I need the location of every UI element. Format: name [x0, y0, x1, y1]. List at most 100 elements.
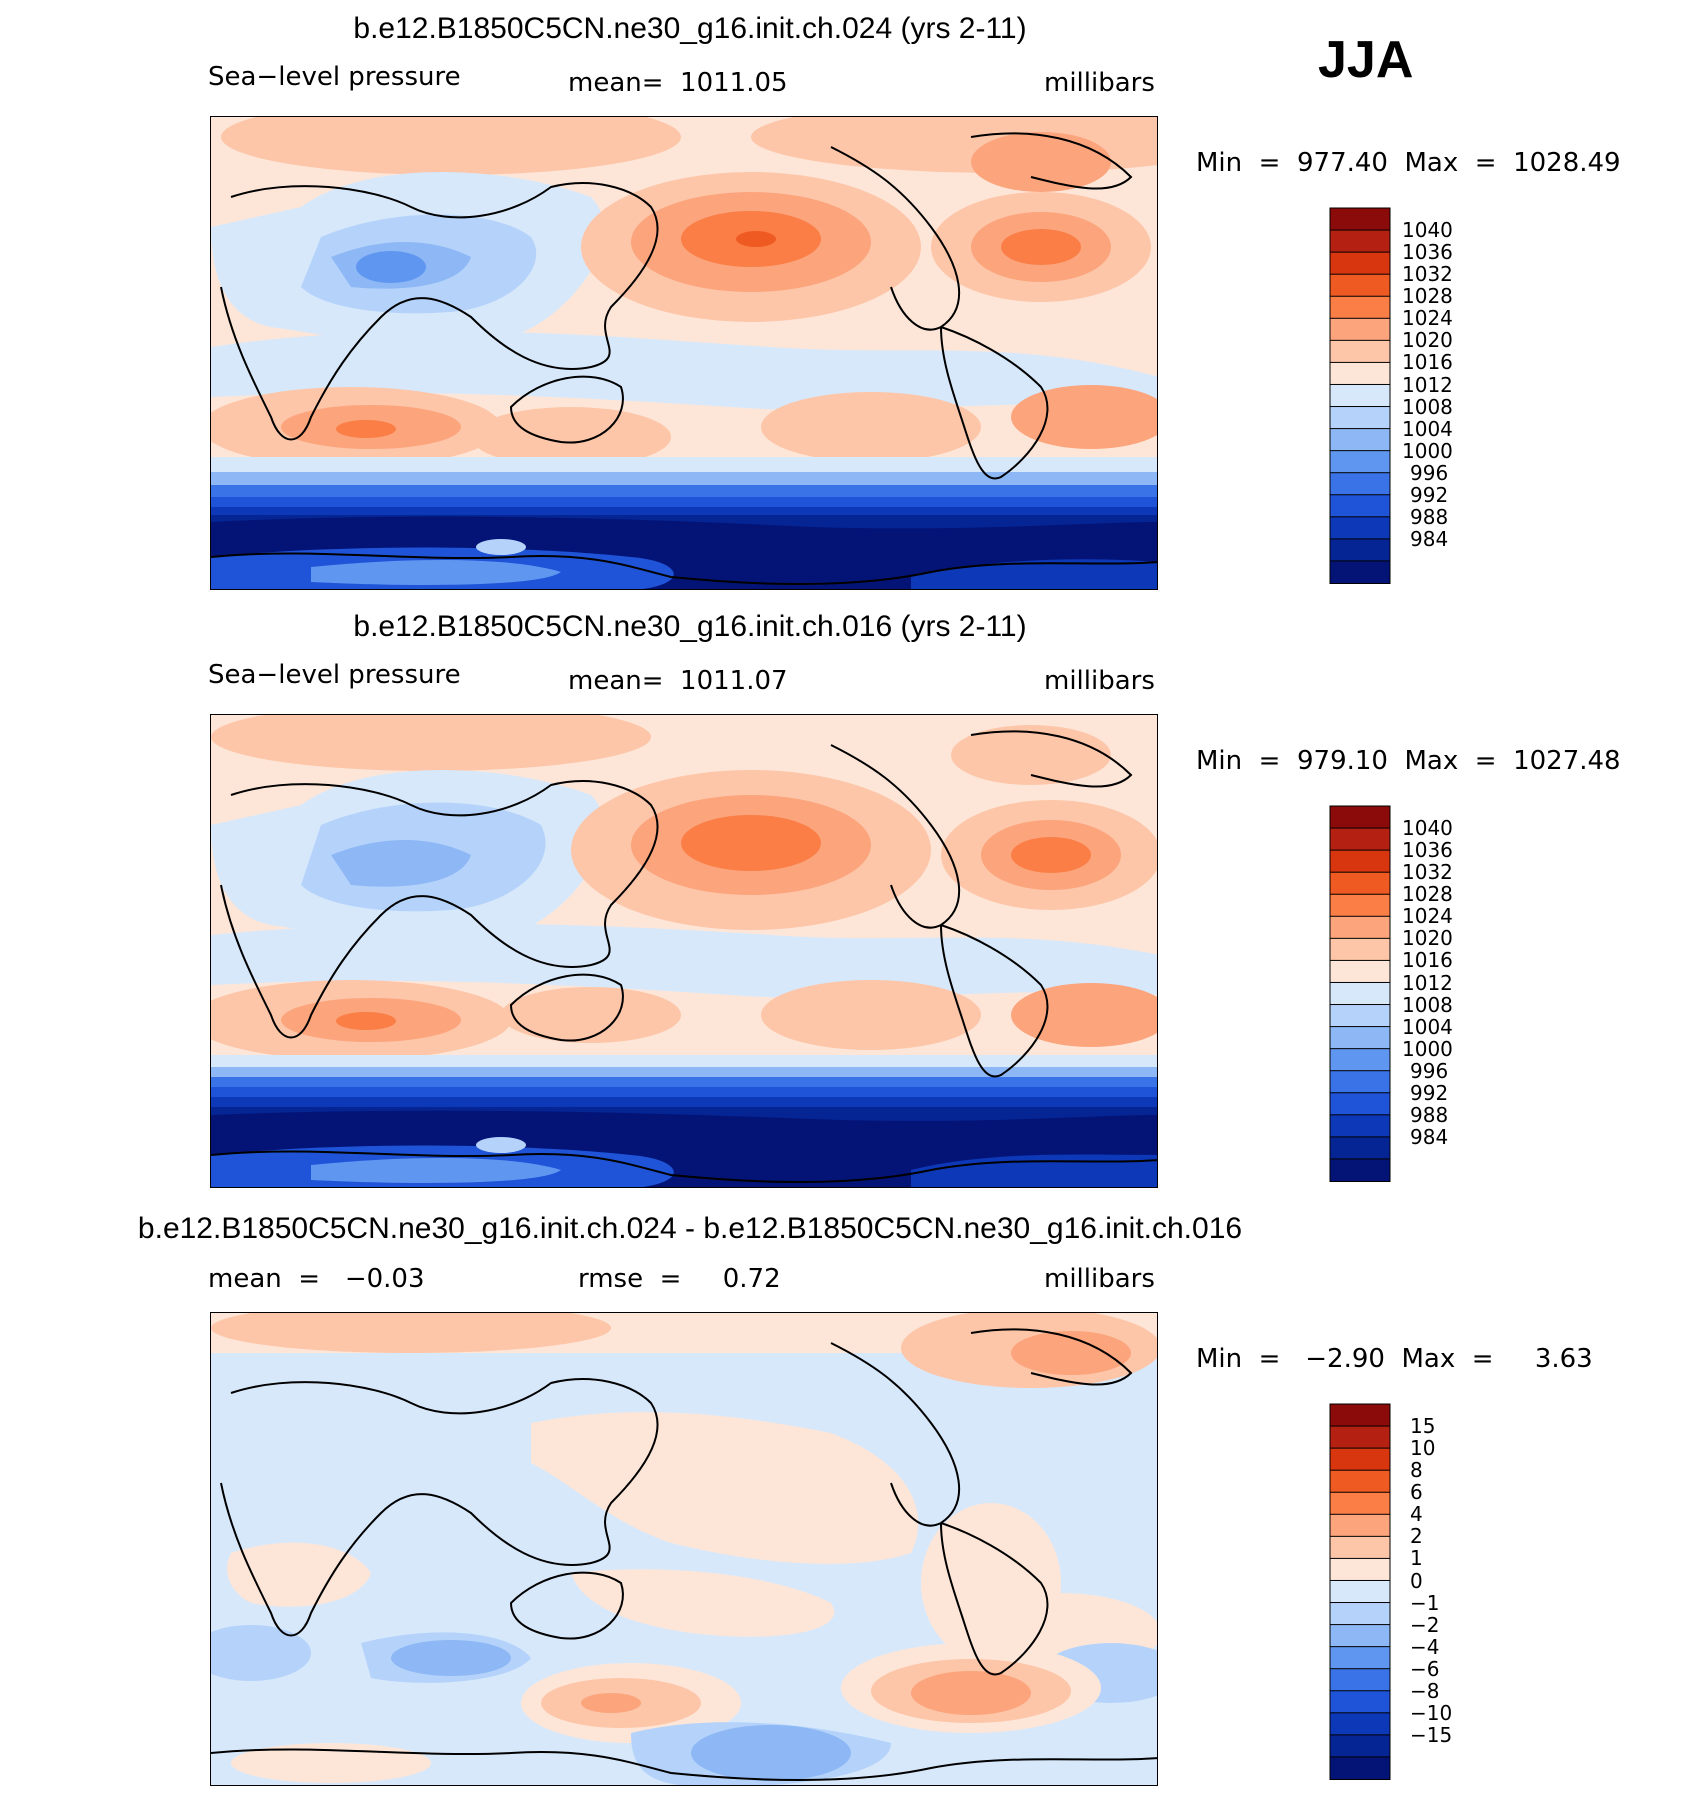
colorbar-tick-label: 1004: [1402, 416, 1453, 441]
colorbar-tick-label: −10: [1410, 1700, 1453, 1725]
colorbar-swatch: [1329, 1026, 1391, 1050]
colorbar-swatch: [1329, 959, 1391, 984]
colorbar-swatch: [1329, 229, 1391, 254]
colorbar-swatch: [1329, 1048, 1391, 1072]
colorbar-swatch: [1329, 849, 1391, 874]
mean-label: mean = −0.03: [208, 1264, 425, 1294]
colorbar-tick-label: 1004: [1402, 1014, 1453, 1039]
colorbar-swatch: [1329, 538, 1391, 562]
colorbar-tick-label: −8: [1410, 1678, 1440, 1703]
colorbar-swatch: [1329, 1070, 1391, 1094]
colorbar-swatch: [1329, 1403, 1391, 1428]
colorbar-tick-label: 6: [1410, 1480, 1423, 1505]
colorbar-swatch: [1329, 1646, 1391, 1670]
colorbar-swatch: [1329, 361, 1391, 386]
colorbar-swatch: [1329, 937, 1391, 962]
colorbar-tick-label: 992: [1410, 1080, 1449, 1105]
colorbar-tick-label: 1028: [1402, 284, 1453, 309]
min-max-label: Min = 979.10 Max = 1027.48: [1196, 746, 1621, 776]
panel-title: b.e12.B1850C5CN.ne30_g16.init.ch.024 - b…: [137, 1212, 1243, 1245]
colorbar-swatch: [1329, 1469, 1391, 1494]
colorbar-swatch: [1329, 1579, 1391, 1604]
colorbar: 1040 1036 1032 1028 1024 1020 1016 1012 1008 1004…: [1329, 805, 1453, 1183]
colorbar-swatch: [1329, 1690, 1391, 1714]
colorbar-tick-label: −4: [1410, 1634, 1440, 1659]
colorbar-tick-label: 1012: [1402, 970, 1453, 995]
colorbar-tick-label: 988: [1410, 504, 1449, 529]
colorbar-swatch: [1329, 406, 1391, 430]
colorbar-swatch: [1329, 1092, 1391, 1116]
colorbar-tick-label: 984: [1410, 526, 1449, 551]
colorbar-swatch: [1329, 1624, 1391, 1648]
colorbar-swatch: [1329, 1712, 1391, 1736]
units-label: millibars: [1044, 666, 1155, 696]
colorbar-swatch: [1329, 383, 1391, 408]
colorbar-tick-label: 1012: [1402, 372, 1453, 397]
colorbar-swatch: [1329, 295, 1391, 320]
slp-field: [211, 117, 1157, 589]
colorbar-tick-label: −15: [1410, 1722, 1453, 1747]
colorbar-swatch: [1329, 1668, 1391, 1692]
colorbar-tick-label: 15: [1410, 1414, 1436, 1439]
colorbar-swatch: [1329, 1004, 1391, 1028]
colorbar-swatch: [1329, 981, 1391, 1006]
units-label: millibars: [1044, 68, 1155, 98]
colorbar-swatch: [1329, 317, 1391, 342]
colorbar-tick-label: 1032: [1402, 262, 1453, 287]
colorbar: 1040 1036 1032 1028 1024 1020 1016 1012 1008 1004…: [1329, 207, 1453, 585]
panel-title: b.e12.B1850C5CN.ne30_g16.init.ch.024 (yr…: [353, 12, 1027, 45]
colorbar-tick-label: 1000: [1402, 438, 1453, 463]
colorbar-tick-label: 984: [1410, 1124, 1449, 1149]
colorbar-swatch: [1329, 1734, 1391, 1758]
colorbar-tick-label: −2: [1410, 1612, 1440, 1637]
colorbar-tick-label: 988: [1410, 1102, 1449, 1127]
colorbar-tick-label: 1016: [1402, 350, 1453, 375]
colorbar-swatches: [1329, 207, 1391, 585]
colorbar-tick-label: 1036: [1402, 838, 1453, 863]
colorbar-swatch: [1329, 472, 1391, 496]
mean-label: mean= 1011.07: [568, 666, 788, 696]
colorbar-tick-label: 1008: [1402, 992, 1453, 1017]
colorbar-tick-label: 1024: [1402, 306, 1453, 331]
variable-label: Sea−level pressure: [208, 660, 461, 690]
colorbar-swatches: [1329, 1403, 1391, 1781]
colorbar-tick-label: 1000: [1402, 1036, 1453, 1061]
colorbar-swatch: [1329, 1513, 1391, 1538]
colorbar-tick-label: 1016: [1402, 948, 1453, 973]
colorbar-swatch: [1329, 1602, 1391, 1626]
colorbar-swatch: [1329, 1557, 1391, 1582]
colorbar-tick-label: 996: [1410, 460, 1449, 485]
colorbar: 15 10 8 6 4 2 1 0 −1 −2 −4 −6 −8 −10 −15: [1329, 1403, 1452, 1781]
colorbar-swatch: [1329, 494, 1391, 518]
colorbar-swatch: [1329, 207, 1391, 232]
colorbar-swatch: [1329, 1425, 1391, 1450]
variable-label: Sea−level pressure: [208, 62, 461, 92]
colorbar-tick-label: −6: [1410, 1656, 1440, 1681]
colorbar-tick-label: 996: [1410, 1058, 1449, 1083]
colorbar-swatch: [1329, 251, 1391, 276]
colorbar-tick-label: 1024: [1402, 904, 1453, 929]
colorbar-swatch: [1329, 915, 1391, 940]
colorbar-tick-label: 1020: [1402, 926, 1453, 951]
colorbar-swatch: [1329, 450, 1391, 474]
rmse-label: rmse = 0.72: [578, 1264, 781, 1294]
min-max-label: Min = 977.40 Max = 1028.49: [1196, 148, 1621, 178]
slp-map: [210, 714, 1158, 1188]
slp-difference-field: [211, 1313, 1157, 1785]
colorbar-tick-label: 1008: [1402, 394, 1453, 419]
colorbar-tick-label: 1040: [1402, 816, 1453, 841]
colorbar-swatch: [1329, 1447, 1391, 1472]
colorbar-swatch: [1329, 1491, 1391, 1516]
colorbar-tick-label: 1: [1410, 1546, 1423, 1571]
colorbar-swatch: [1329, 1535, 1391, 1560]
slp-field: [211, 715, 1157, 1187]
colorbar-swatch: [1329, 805, 1391, 830]
colorbar-swatch: [1329, 428, 1391, 452]
mean-label: mean= 1011.05: [568, 68, 788, 98]
colorbar-tick-label: 10: [1410, 1436, 1436, 1461]
panel-title: b.e12.B1850C5CN.ne30_g16.init.ch.016 (yr…: [353, 610, 1027, 643]
colorbar-tick-label: 1020: [1402, 328, 1453, 353]
colorbar-tick-label: 2: [1410, 1524, 1423, 1549]
colorbar-swatch: [1329, 560, 1391, 585]
slp-map: [210, 116, 1158, 590]
